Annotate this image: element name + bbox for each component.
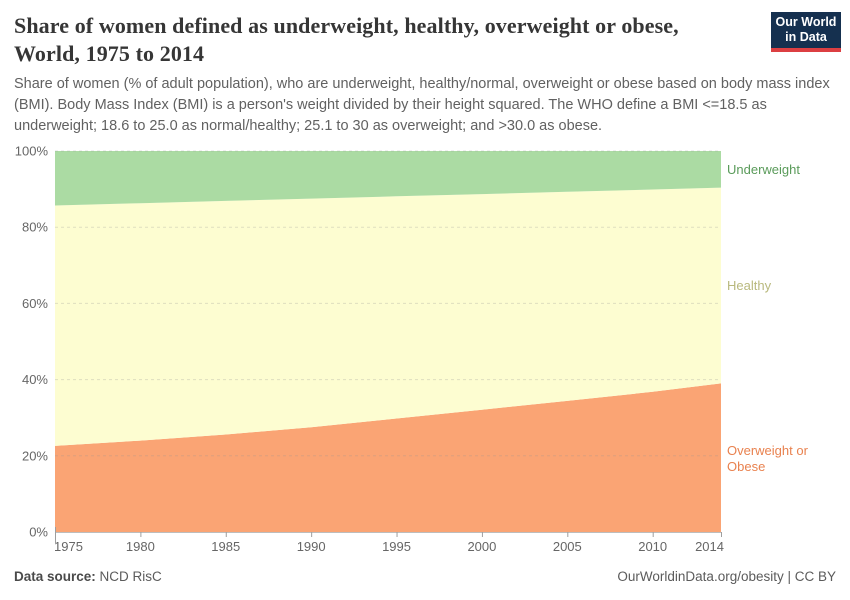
series-label-underweight: Underweight bbox=[727, 162, 800, 177]
data-source-value: NCD RisC bbox=[99, 569, 162, 584]
chart-plot-svg[interactable]: 1975 1980 1985 1990 1995 2000 2005 2010 2014 0% 20… bbox=[0, 140, 850, 560]
x-tick-label-1985: 1985 bbox=[211, 539, 240, 554]
owid-logo-line2: in Data bbox=[785, 30, 827, 44]
area-overweight-or-obese[interactable] bbox=[55, 383, 721, 532]
x-tick-label-2005: 2005 bbox=[553, 539, 582, 554]
area-underweight[interactable] bbox=[55, 151, 721, 206]
owid-logo[interactable]: Our World in Data bbox=[771, 12, 841, 52]
x-tick-label-2014: 2014 bbox=[695, 539, 724, 554]
x-tick-label-1990: 1990 bbox=[297, 539, 326, 554]
x-tick-label-2000: 2000 bbox=[467, 539, 496, 554]
x-tick-label-1995: 1995 bbox=[382, 539, 411, 554]
x-tick-label-1975: 1975 bbox=[54, 539, 83, 554]
series-label-overweight-or-obese: Overweight or Obese bbox=[727, 443, 808, 474]
chart-title: Share of women defined as underweight, h… bbox=[14, 12, 759, 68]
data-source: Data source: NCD RisC bbox=[14, 569, 162, 584]
y-tick-label-80: 80% bbox=[22, 220, 48, 235]
y-tick-label-0: 0% bbox=[29, 525, 48, 540]
footer-attribution[interactable]: OurWorldinData.org/obesity | CC BY bbox=[617, 569, 836, 584]
x-tick-label-1980: 1980 bbox=[126, 539, 155, 554]
y-tick-label-60: 60% bbox=[22, 296, 48, 311]
y-tick-label-20: 20% bbox=[22, 448, 48, 463]
area-healthy[interactable] bbox=[55, 187, 721, 446]
y-tick-label-40: 40% bbox=[22, 372, 48, 387]
y-tick-label-100: 100% bbox=[15, 144, 49, 159]
x-tick-label-2010: 2010 bbox=[638, 539, 667, 554]
chart-title-line2: World, 1975 to 2014 bbox=[14, 41, 205, 66]
series-label-healthy: Healthy bbox=[727, 278, 772, 293]
owid-logo-line1: Our World bbox=[775, 15, 837, 29]
chart-footer: Data source: NCD RisC OurWorldinData.org… bbox=[14, 569, 836, 584]
chart-title-line1: Share of women defined as underweight, h… bbox=[14, 13, 679, 38]
stacked-area-chart[interactable]: 1975 1980 1985 1990 1995 2000 2005 2010 2014 0% 20… bbox=[0, 140, 850, 560]
data-source-label: Data source: bbox=[14, 569, 96, 584]
chart-subtitle: Share of women (% of adult population), … bbox=[14, 76, 830, 134]
